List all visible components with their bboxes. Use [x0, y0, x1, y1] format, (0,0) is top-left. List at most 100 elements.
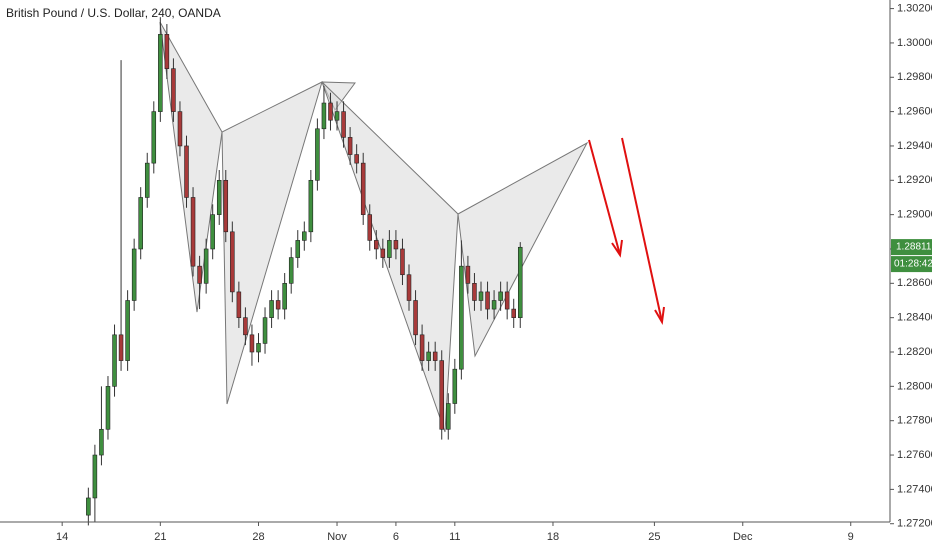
candle-body: [86, 497, 91, 516]
arrow: [621, 137, 663, 323]
x-tick-label: 6: [393, 531, 399, 543]
candle-body: [452, 368, 458, 404]
candle-body: [504, 291, 510, 310]
countdown-box: [891, 256, 932, 273]
candle-body: [446, 403, 451, 430]
candle-body: [190, 197, 196, 267]
candle-body: [393, 240, 399, 250]
candle-body: [138, 197, 143, 250]
candle-body: [419, 334, 425, 361]
candle-body: [288, 257, 294, 284]
candle-body: [262, 317, 268, 344]
candle-body: [125, 300, 130, 361]
candle-body: [491, 300, 497, 310]
candle-body: [406, 274, 412, 301]
candle-body: [308, 179, 314, 233]
candle-body: [328, 102, 333, 121]
candle-body: [400, 248, 405, 276]
candle-body: [118, 334, 124, 361]
plot: [86, 17, 523, 526]
x-tick-label: 14: [56, 531, 68, 543]
candle-body: [387, 240, 392, 258]
y-tick-label: 1.30200: [897, 2, 932, 14]
candle-body: [203, 248, 209, 284]
y-tick-label: 1.27400: [897, 483, 932, 495]
candle-body: [354, 154, 359, 164]
candle-body: [360, 162, 366, 215]
candle-body: [236, 291, 242, 318]
candle-body: [472, 283, 477, 301]
candle-body: [243, 317, 248, 336]
candle-body: [465, 265, 471, 284]
candle-body: [413, 300, 418, 336]
candle-body: [347, 137, 353, 155]
candle-body: [151, 111, 157, 164]
candle-body: [105, 386, 111, 430]
candle-body: [380, 248, 386, 258]
candle-body: [223, 179, 229, 233]
y-tick-label: 1.27800: [897, 415, 932, 427]
candle-body: [275, 300, 281, 310]
candle-body: [177, 111, 183, 147]
y-tick-label: 1.29200: [897, 174, 932, 186]
candle-body: [302, 231, 307, 241]
candle-body: [184, 145, 189, 198]
arrow-head: [611, 239, 623, 258]
candle-body: [197, 265, 202, 284]
candle-body: [158, 34, 163, 112]
candle-body: [478, 291, 484, 301]
y-tick-label: 1.29600: [897, 106, 932, 118]
candle-body: [426, 351, 431, 361]
candle-body: [282, 283, 287, 310]
arrow: [588, 139, 621, 256]
candle-body: [164, 34, 170, 69]
candle-body: [249, 334, 255, 353]
candle-body: [459, 265, 464, 370]
chart-title: British Pound / U.S. Dollar, 240, OANDA: [6, 6, 221, 20]
candle-body: [216, 179, 222, 215]
candle-body: [334, 111, 340, 121]
candle-body: [99, 428, 104, 456]
y-tick-label: 1.29800: [897, 71, 932, 83]
candle-body: [171, 68, 176, 112]
candle-body: [511, 308, 516, 318]
pattern-triangle: [159, 21, 223, 313]
y-tick-label: 1.29000: [897, 209, 932, 221]
x-tick-label: 21: [154, 531, 166, 543]
candle-body: [112, 334, 117, 387]
candle-body: [439, 360, 444, 430]
x-tick-label: 9: [848, 531, 854, 543]
x-tick-label: 28: [252, 531, 264, 543]
countdown-label: 01:28:42: [894, 259, 932, 270]
arrows: [588, 137, 665, 326]
x-tick-label: Nov: [327, 531, 347, 543]
candle-body: [498, 291, 503, 301]
candle-body: [131, 248, 137, 301]
price-label: 1.28811: [896, 242, 932, 253]
y-tick-label: 1.28000: [897, 380, 932, 392]
candle-body: [144, 162, 150, 198]
arrow-head: [654, 306, 665, 326]
candle-body: [485, 291, 490, 310]
pattern-triangle: [221, 81, 323, 405]
x-tick-label: 11: [449, 531, 460, 543]
x-tick-label: 25: [648, 531, 660, 543]
candle-body: [321, 102, 327, 130]
y-tick-label: 1.27200: [897, 518, 932, 530]
candle-body: [341, 111, 346, 138]
candle-body: [230, 231, 235, 293]
candle-body: [517, 246, 523, 318]
candle-body: [315, 128, 320, 181]
x-tick-label: 18: [547, 531, 559, 543]
candle-body: [295, 240, 301, 258]
candle-body: [367, 214, 373, 241]
price-box: [891, 239, 932, 256]
y-tick-label: 1.28600: [897, 277, 932, 289]
y-tick-label: 1.29400: [897, 140, 932, 152]
x-tick-label: Dec: [733, 531, 753, 543]
y-tick-label: 1.28400: [897, 312, 932, 324]
y-tick-label: 1.27600: [897, 449, 932, 461]
candle-body: [256, 343, 261, 353]
candle-body: [374, 240, 379, 250]
